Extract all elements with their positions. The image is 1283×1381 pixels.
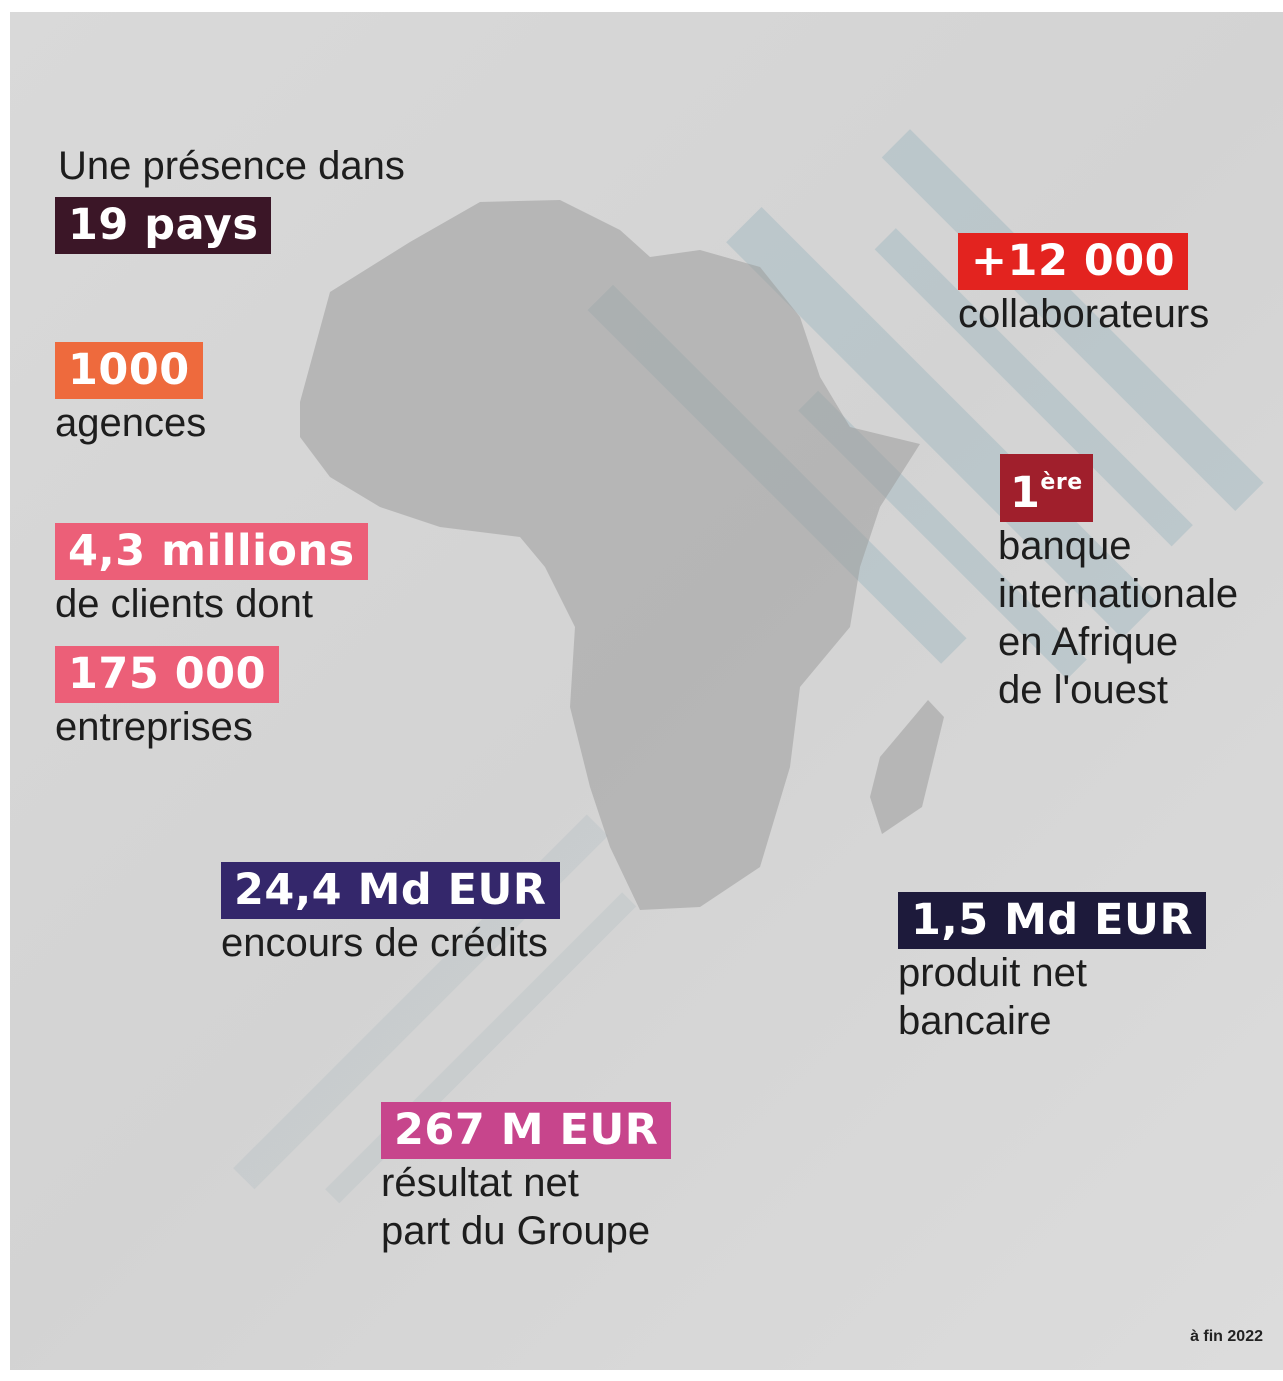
stat-line: bancaire — [898, 999, 1052, 1043]
stat: 1,5 Md EUR produit net bancaire — [898, 892, 1207, 1045]
stat-line: de clients dont — [55, 582, 313, 626]
highlight: 175 000 — [55, 646, 279, 703]
highlight: +12 000 — [958, 233, 1189, 290]
madagascar — [870, 700, 944, 834]
stat: 4,3 millions de clients dont — [55, 523, 368, 628]
stat-line: entreprises — [55, 705, 253, 749]
superscript: ère — [1040, 470, 1083, 495]
highlight: 267 M EUR — [381, 1102, 672, 1159]
stat-line: de l'ouest — [998, 668, 1168, 712]
infographic: Une présence dans 19 pays 1000 agences 4… — [10, 12, 1283, 1370]
stat: 267 M EUR résultat net part du Groupe — [381, 1102, 672, 1255]
footnote: à fin 2022 — [1190, 1328, 1263, 1345]
highlight: 19 pays — [55, 197, 272, 254]
highlight: 1ère — [1000, 454, 1093, 522]
stat: +12 000 collaborateurs — [958, 233, 1209, 338]
stat-line: part du Groupe — [381, 1209, 651, 1253]
highlight: 1,5 Md EUR — [898, 892, 1207, 949]
stat: 1000 agences — [55, 342, 206, 447]
stat-line: collaborateurs — [958, 292, 1210, 336]
africa-map — [300, 200, 920, 910]
highlight: 1000 — [55, 342, 203, 399]
intro-text: Une présence dans — [58, 144, 405, 188]
stat-line: résultat net — [381, 1161, 579, 1205]
stat: 24,4 Md EUR encours de crédits — [221, 862, 560, 967]
highlight: 4,3 millions — [55, 523, 368, 580]
highlight-number: 1 — [1010, 468, 1041, 518]
stat: 1ère banque internationale en Afrique de… — [998, 454, 1238, 714]
highlight: 24,4 Md EUR — [221, 862, 560, 919]
stat: 19 pays — [55, 197, 272, 254]
stat-line: banque — [998, 524, 1132, 568]
stat-line: agences — [55, 401, 207, 445]
stat-line: en Afrique — [998, 620, 1179, 664]
stat-line: encours de crédits — [221, 921, 548, 965]
stat-line: internationale — [998, 572, 1239, 616]
stat: 175 000 entreprises — [55, 646, 279, 751]
stat-line: produit net — [898, 951, 1088, 995]
